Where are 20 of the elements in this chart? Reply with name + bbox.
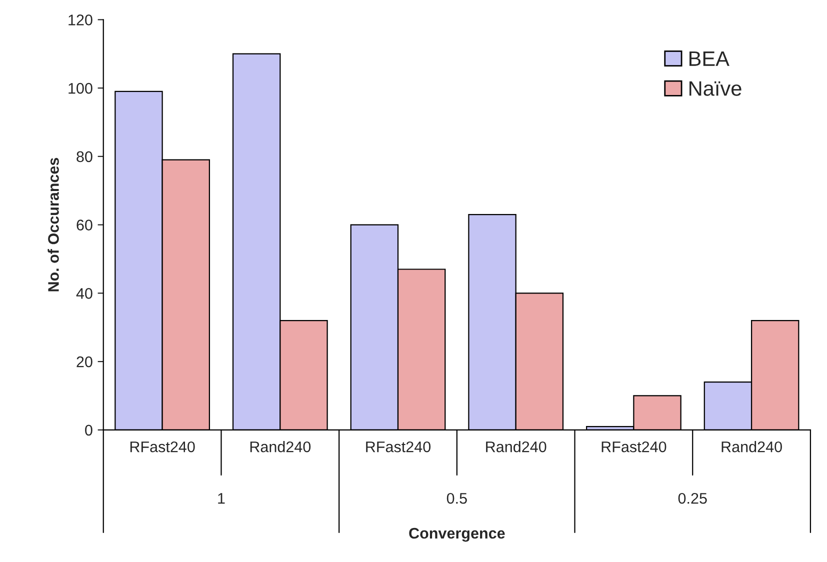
legend-label: Naïve — [690, 81, 742, 96]
x-tick-label: RFast240 — [366, 441, 431, 452]
y-axis-title: No. of Occurances — [48, 158, 59, 292]
x-tick-label: RFast240 — [602, 441, 666, 452]
legend-label: BEA — [690, 51, 730, 66]
x-axis-title: Convergence — [409, 528, 505, 542]
y-tick-label: 80 — [76, 151, 92, 162]
y-tick-label: 60 — [76, 220, 92, 230]
y-tick-label: 0 — [85, 424, 92, 436]
x-tick-label: Rand240 — [250, 441, 311, 452]
y-tick-label: 20 — [76, 356, 92, 368]
text: 0.5 — [446, 492, 467, 504]
x-tick-label: Rand240 — [722, 441, 782, 452]
text: 0.25 — [678, 492, 707, 504]
y-tick-label: 40 — [76, 288, 92, 299]
x-tick-label: RFast240 — [130, 441, 195, 452]
y-tick-label: 100 — [68, 82, 92, 94]
text: 1 — [218, 493, 225, 504]
y-tick-label: 120 — [68, 14, 92, 26]
x-tick-label: Rand240 — [486, 441, 546, 452]
